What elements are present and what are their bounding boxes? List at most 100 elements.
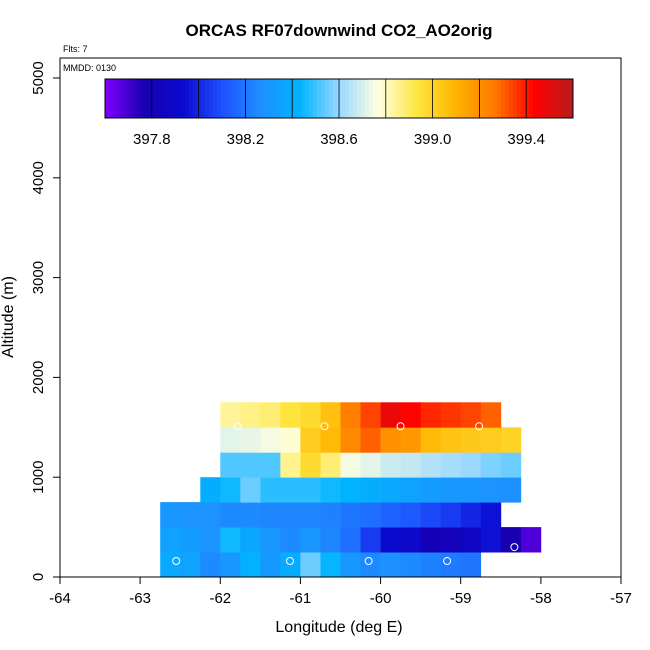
heatmap-cell xyxy=(460,527,482,553)
colorbar-segment xyxy=(157,79,162,118)
colorbar-segment xyxy=(509,79,514,118)
heatmap-cell xyxy=(220,452,241,478)
heatmap-cell xyxy=(280,452,301,478)
heatmap-cell xyxy=(180,552,201,578)
colorbar-segment xyxy=(313,79,318,118)
colorbar-segment xyxy=(181,79,186,118)
colorbar-segment xyxy=(281,79,286,118)
heatmap-cell xyxy=(400,402,421,428)
x-tick-label: -64 xyxy=(49,590,71,607)
heatmap-cell xyxy=(200,477,221,503)
heatmap-cell xyxy=(420,552,441,578)
colorbar-segment xyxy=(533,79,538,118)
heatmap-cell xyxy=(500,527,522,553)
x-tick-label: -61 xyxy=(290,590,312,607)
colorbar-segment xyxy=(121,79,126,118)
colorbar-segment xyxy=(277,79,282,118)
x-tick-label: -59 xyxy=(450,590,472,607)
colorbar-segment xyxy=(177,79,182,118)
heatmap-cell xyxy=(460,402,482,428)
colorbar-segment xyxy=(401,79,406,118)
colorbar-segment xyxy=(273,79,278,118)
heatmap-cell xyxy=(280,427,301,453)
colorbar-segment xyxy=(109,79,114,118)
heatmap-cell xyxy=(320,427,341,453)
y-axis: 0 1000 2000 3000 4000 5000 xyxy=(30,61,60,581)
colorbar-segment xyxy=(201,79,206,118)
colorbar-segment xyxy=(545,79,550,118)
colorbar-segment xyxy=(141,79,146,118)
heatmap-cell xyxy=(500,427,522,453)
colorbar-tick-label: 399.0 xyxy=(414,131,452,148)
colorbar-segment xyxy=(169,79,174,118)
colorbar-segment xyxy=(221,79,226,118)
heatmap-cell xyxy=(400,552,421,578)
colorbar-segment xyxy=(409,79,414,118)
heatmap-cell xyxy=(440,452,462,478)
heatmap-cell xyxy=(240,552,261,578)
colorbar-segment xyxy=(357,79,362,118)
colorbar-segment xyxy=(265,79,270,118)
heatmap-cell xyxy=(300,552,321,578)
colorbar-segment xyxy=(153,79,158,118)
colorbar-segment xyxy=(225,79,230,118)
colorbar-segment xyxy=(465,79,470,118)
colorbar-segment xyxy=(469,79,474,118)
heatmap-cell xyxy=(380,502,401,528)
colorbar-segment xyxy=(253,79,258,118)
heatmap-cell xyxy=(280,402,301,428)
colorbar: 397.8 398.2 398.6 399.0 399.4 xyxy=(104,78,574,148)
colorbar-segment xyxy=(489,79,494,118)
colorbar-segment xyxy=(317,79,322,118)
heatmap-cells xyxy=(160,402,542,578)
chart-title: ORCAS RF07downwind CO2_AO2orig xyxy=(186,21,493,40)
heatmap-cell xyxy=(420,477,441,503)
colorbar-segment xyxy=(541,79,546,118)
heatmap-cell xyxy=(480,452,502,478)
colorbar-segment xyxy=(485,79,490,118)
heatmap-cell xyxy=(460,452,482,478)
heatmap-cell xyxy=(380,452,401,478)
heatmap-cell xyxy=(460,477,482,503)
colorbar-segment xyxy=(349,79,354,118)
colorbar-segment xyxy=(397,79,402,118)
flight-marker xyxy=(172,557,181,565)
flights-label: Flts: 7 xyxy=(63,44,88,54)
flight-marker xyxy=(443,557,452,565)
heatmap-cell xyxy=(460,552,482,578)
heatmap-cell xyxy=(520,527,542,553)
heatmap-cell xyxy=(400,452,421,478)
heatmap-cell xyxy=(480,477,502,503)
colorbar-segment xyxy=(161,79,166,118)
x-axis: -64 -63 -62 -61 -60 -59 -58 -57 xyxy=(49,577,632,607)
heatmap-cell xyxy=(260,477,281,503)
heatmap-cell xyxy=(280,502,301,528)
heatmap-cell xyxy=(240,502,261,528)
y-tick-label: 1000 xyxy=(30,461,47,494)
heatmap-cell xyxy=(360,427,381,453)
colorbar-segment xyxy=(245,79,250,118)
colorbar-segment xyxy=(237,79,242,118)
colorbar-tick-label: 398.2 xyxy=(227,131,265,148)
y-tick-label: 4000 xyxy=(30,161,47,194)
x-axis-label: Longitude (deg E) xyxy=(275,619,402,636)
colorbar-segment xyxy=(117,79,122,118)
heatmap-cell xyxy=(200,527,221,553)
heatmap-cell xyxy=(500,477,522,503)
heatmap-cell xyxy=(380,552,401,578)
colorbar-segment xyxy=(473,79,478,118)
x-tick-label: -60 xyxy=(370,590,392,607)
colorbar-segment xyxy=(381,79,386,118)
flight-marker xyxy=(396,422,405,431)
colorbar-segment xyxy=(493,79,498,118)
colorbar-segment xyxy=(377,79,382,118)
colorbar-segment xyxy=(453,79,458,118)
colorbar-segment xyxy=(301,79,306,118)
colorbar-segment xyxy=(385,79,390,118)
colorbar-segment xyxy=(429,79,434,118)
colorbar-segment xyxy=(565,79,570,118)
heatmap-cell xyxy=(320,402,341,428)
heatmap-cell xyxy=(300,402,321,428)
heatmap-cell xyxy=(340,552,361,578)
x-tick-label: -63 xyxy=(129,590,151,607)
